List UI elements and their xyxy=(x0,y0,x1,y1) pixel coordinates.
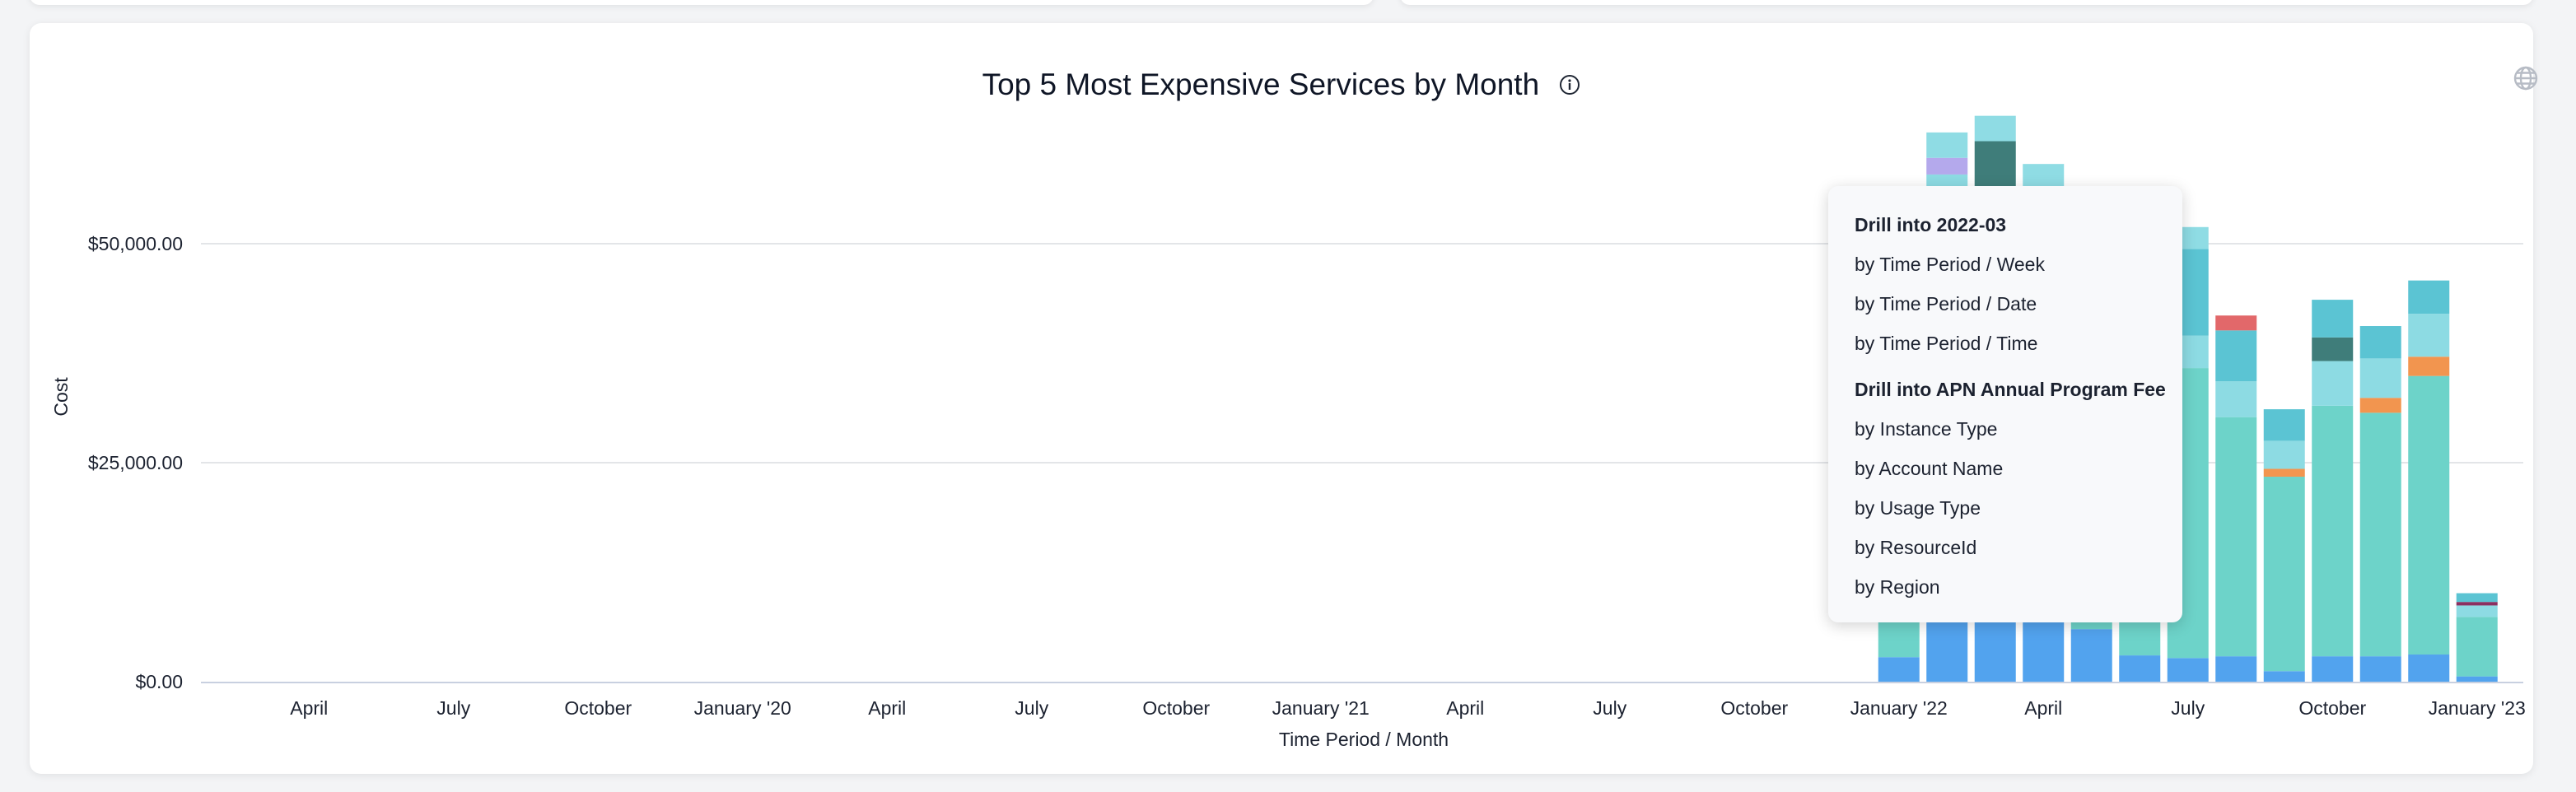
bar-segment xyxy=(2263,468,2305,478)
previous-card-left xyxy=(30,0,1374,5)
x-tick-label: April xyxy=(290,697,328,719)
x-tick-label: October xyxy=(2298,697,2366,719)
previous-card-right xyxy=(1400,0,2533,5)
x-tick-label: October xyxy=(1142,697,1210,719)
bar-segment xyxy=(1878,657,1920,682)
bar-segment xyxy=(2408,356,2450,376)
x-tick-label: April xyxy=(1446,697,1484,719)
x-tick-label: April xyxy=(868,697,906,719)
bar-segment xyxy=(2408,655,2450,682)
bar-segment xyxy=(2263,440,2305,469)
bar-segment xyxy=(2456,617,2498,677)
bar-segment xyxy=(1926,622,1968,682)
bar-segment xyxy=(2359,358,2401,398)
bar-segment xyxy=(1974,622,2016,682)
x-tick-label: January '21 xyxy=(1272,697,1370,719)
drill-option[interactable]: by Usage Type xyxy=(1855,497,1981,519)
chart-title: Top 5 Most Expensive Services by Month xyxy=(982,68,1540,102)
drill-section-heading: Drill into 2022-03 xyxy=(1855,214,2007,235)
chart-title-row: Top 5 Most Expensive Services by Month xyxy=(30,66,2533,102)
bar-segment xyxy=(2359,412,2401,657)
bar-segment xyxy=(1974,115,2016,142)
x-tick-label: July xyxy=(2171,697,2205,719)
bar-segment xyxy=(2312,300,2354,338)
bar-segment xyxy=(1926,157,1968,175)
bar-segment xyxy=(2215,315,2257,331)
bar-segment xyxy=(2312,405,2354,657)
bar-segment xyxy=(2456,605,2498,617)
bar-segment xyxy=(2359,656,2401,682)
drill-option[interactable]: by Account Name xyxy=(1855,458,2004,479)
bar-segment xyxy=(2312,361,2354,406)
y-tick-label: $0.00 xyxy=(135,671,183,692)
bar-segment xyxy=(2263,409,2305,441)
bar-segment xyxy=(1926,132,1968,158)
x-tick-label: April xyxy=(2024,697,2062,719)
bar-segment xyxy=(2215,656,2257,682)
bar-segment xyxy=(2215,381,2257,417)
bar-segment xyxy=(2023,164,2065,190)
bar-segment xyxy=(2167,658,2209,682)
bar-segment xyxy=(2023,622,2065,682)
bar-segment xyxy=(2408,314,2450,357)
drill-down-menu: Drill into 2022-03 by Time Period / Week b… xyxy=(1828,186,2182,622)
x-tick-label: July xyxy=(1015,697,1048,719)
drill-option[interactable]: by Region xyxy=(1855,576,1940,598)
bar-segment xyxy=(2456,676,2498,682)
globe-icon[interactable] xyxy=(2513,66,2538,91)
bar-segment xyxy=(2359,398,2401,413)
drill-section-heading: Drill into APN Annual Program Fee xyxy=(1855,379,2166,400)
bar-segment xyxy=(2456,602,2498,606)
bar-segment xyxy=(2119,655,2161,682)
bar-segment xyxy=(2312,656,2354,682)
bar-segment xyxy=(2215,330,2257,382)
x-tick-label: July xyxy=(1593,697,1626,719)
y-axis-title: Cost xyxy=(50,377,72,417)
info-circle-icon[interactable] xyxy=(1559,74,1580,96)
bar-segment xyxy=(2408,375,2450,655)
x-axis-title: Time Period / Month xyxy=(1279,729,1449,750)
drill-option[interactable]: by Time Period / Time xyxy=(1855,333,2038,354)
bar-segment xyxy=(2263,477,2305,672)
bar-segment xyxy=(2070,629,2112,682)
bar-segment xyxy=(2215,417,2257,657)
y-tick-label: $50,000.00 xyxy=(88,233,183,254)
bar-segment xyxy=(2456,593,2498,603)
x-tick-label: January '20 xyxy=(694,697,791,719)
x-tick-label: October xyxy=(564,697,632,719)
bar-segment xyxy=(2359,326,2401,359)
drill-option[interactable]: by Instance Type xyxy=(1855,418,1998,440)
x-tick-label: January '22 xyxy=(1850,697,1948,719)
x-tick-label: July xyxy=(436,697,470,719)
bar-segment xyxy=(2263,671,2305,682)
x-tick-label: January '23 xyxy=(2429,697,2526,719)
x-tick-label: October xyxy=(1720,697,1788,719)
drill-option[interactable]: by Time Period / Date xyxy=(1855,293,2037,314)
bar-segment xyxy=(2408,280,2450,314)
drill-option[interactable]: by ResourceId xyxy=(1855,537,1977,558)
bar-segment xyxy=(2312,337,2354,361)
y-tick-label: $25,000.00 xyxy=(88,452,183,473)
drill-option[interactable]: by Time Period / Week xyxy=(1855,254,2045,275)
